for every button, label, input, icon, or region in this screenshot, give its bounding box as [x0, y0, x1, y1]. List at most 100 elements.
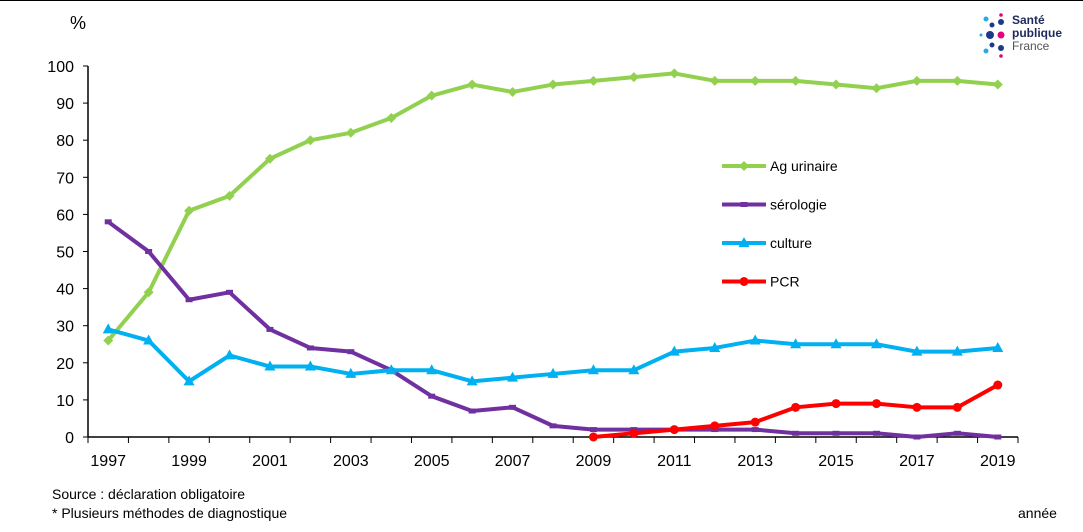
data-point: [749, 334, 761, 345]
y-tick-label: 40: [56, 282, 74, 299]
data-point: [467, 79, 478, 90]
y-tick-label: 70: [56, 170, 74, 187]
data-point: [588, 75, 599, 86]
x-tick-label: 2019: [980, 453, 1016, 470]
data-point: [183, 375, 195, 386]
legend-marker: [739, 161, 749, 171]
data-point: [145, 249, 153, 254]
legend-label: sérologie: [770, 197, 827, 213]
data-point: [993, 380, 1003, 390]
legend-marker: [739, 277, 749, 286]
data-point: [911, 75, 922, 86]
data-point: [224, 190, 235, 201]
data-point: [911, 345, 923, 356]
y-axis-label: %: [70, 13, 86, 33]
data-point: [669, 425, 679, 435]
logo-line3: France: [1012, 39, 1050, 53]
x-tick-label: 2015: [818, 453, 854, 470]
x-tick-label: 2013: [737, 453, 773, 470]
data-point: [629, 428, 639, 438]
y-tick-label: 60: [56, 207, 74, 224]
data-point: [790, 75, 801, 86]
x-tick-label: 2005: [414, 453, 450, 470]
x-tick-label: 2003: [333, 453, 369, 470]
data-point: [264, 153, 275, 164]
legend-marker: [738, 237, 750, 247]
data-point: [913, 434, 921, 440]
data-point: [952, 75, 963, 86]
data-point: [426, 364, 438, 375]
data-point: [426, 90, 437, 101]
data-point: [549, 423, 557, 429]
data-point: [102, 323, 114, 334]
data-point: [832, 430, 840, 436]
data-point: [184, 205, 195, 216]
y-tick-label: 90: [56, 96, 74, 113]
y-tick-label: 20: [56, 356, 74, 373]
data-point: [103, 335, 114, 346]
data-point: [830, 338, 842, 349]
data-point: [831, 399, 841, 409]
data-point: [345, 127, 356, 138]
data-point: [791, 402, 801, 412]
data-point: [668, 345, 680, 356]
data-point: [872, 430, 880, 436]
data-point: [143, 334, 155, 345]
data-point: [428, 393, 436, 399]
x-axis-label: année: [1018, 505, 1057, 521]
data-point: [266, 326, 274, 332]
data-point: [952, 402, 962, 412]
data-point: [385, 364, 397, 375]
data-point: [547, 367, 559, 378]
x-tick-label: 1999: [171, 453, 207, 470]
data-point: [304, 360, 316, 371]
data-point: [710, 421, 720, 431]
x-tick-label: 2007: [495, 453, 531, 470]
data-point: [264, 360, 276, 371]
data-point: [466, 375, 478, 386]
data-point: [751, 427, 759, 433]
data-point: [870, 338, 882, 349]
data-point: [224, 349, 236, 360]
data-point: [104, 219, 112, 225]
y-tick-label: 0: [65, 430, 74, 447]
data-point: [386, 112, 397, 123]
data-point: [588, 432, 598, 442]
data-point: [507, 371, 519, 382]
data-point: [871, 399, 881, 409]
data-point: [792, 430, 800, 436]
legend-label: culture: [770, 235, 812, 251]
data-point: [507, 86, 518, 97]
data-point: [587, 364, 599, 375]
y-tick-label: 30: [56, 319, 74, 336]
series-line-0: [106, 71, 998, 342]
y-tick-label: 100: [47, 59, 74, 76]
legend-marker: [740, 202, 748, 207]
y-tick-label: 10: [56, 393, 74, 410]
data-point: [951, 345, 963, 356]
data-point: [750, 417, 760, 427]
data-point: [994, 434, 1002, 440]
x-tick-label: 1997: [90, 453, 126, 470]
data-point: [628, 364, 640, 375]
data-point: [347, 349, 355, 355]
data-point: [468, 408, 476, 414]
data-point: [831, 79, 842, 90]
data-point: [143, 287, 154, 298]
y-tick-label: 80: [56, 133, 74, 150]
data-point: [953, 430, 961, 436]
data-point: [750, 75, 761, 86]
data-point: [509, 404, 517, 410]
data-point: [628, 72, 639, 83]
data-point: [871, 83, 882, 94]
data-point: [589, 427, 597, 433]
y-tick-label: 50: [56, 245, 74, 262]
data-point: [790, 338, 802, 349]
legend-label: Ag urinaire: [770, 158, 838, 174]
legend-label: PCR: [770, 274, 800, 290]
logo-line2: publique: [1012, 26, 1062, 40]
data-point: [548, 79, 558, 90]
data-point: [185, 297, 193, 303]
logo: Santé publique France: [978, 9, 1078, 61]
